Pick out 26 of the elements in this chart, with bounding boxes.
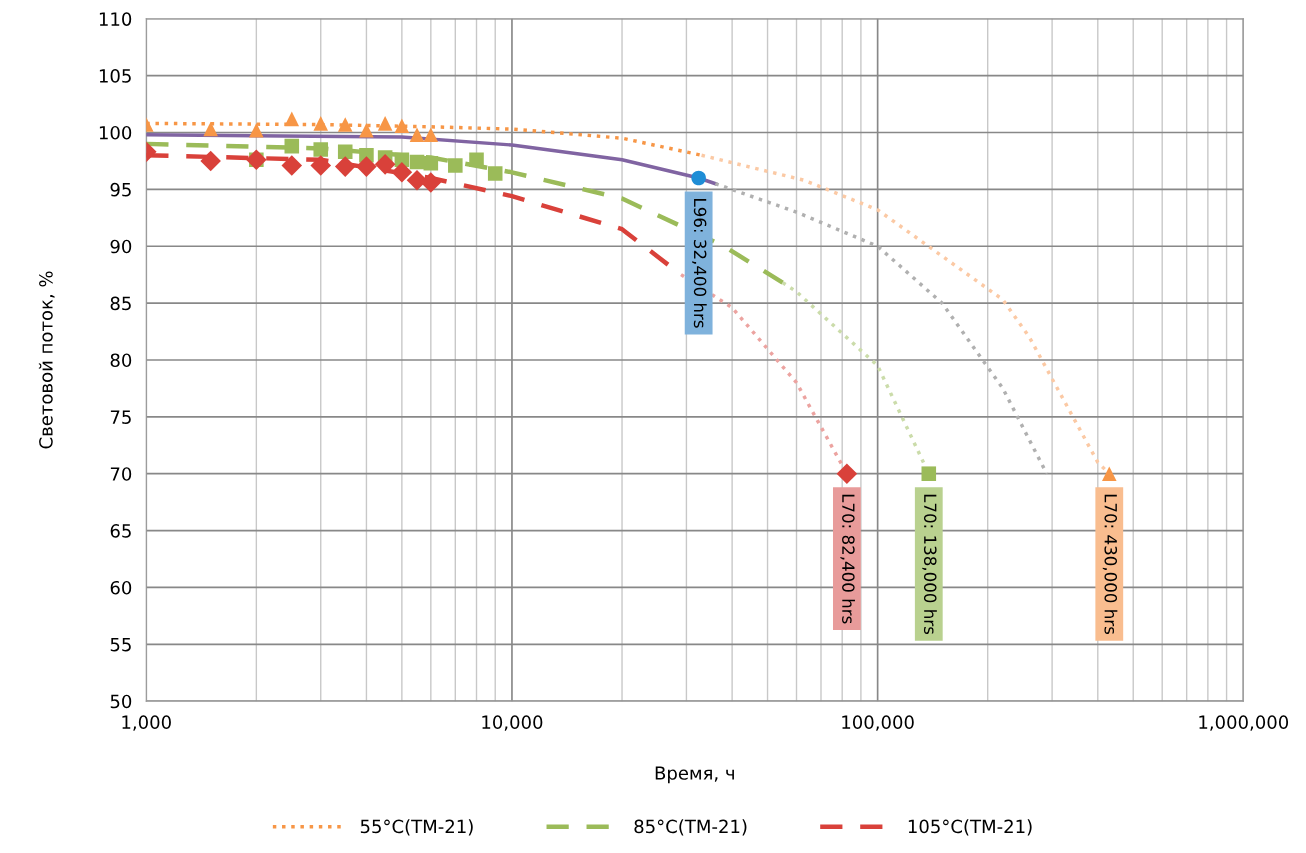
y-tick-label: 105 [99, 69, 131, 83]
y-tick-label: 70 [110, 467, 132, 481]
x-axis-title: Время, ч [655, 766, 734, 784]
legend-label: 105°C(TM-21) [908, 819, 1032, 836]
y-tick-label: 80 [110, 353, 132, 368]
y-tick-label: 90 [110, 239, 132, 254]
annotation: L70: 82,400 hrs [840, 494, 855, 624]
legend-label: 55°C(TM-21) [360, 819, 473, 836]
y-tick-label: 85 [110, 296, 131, 311]
x-tick-label: 1,000 [122, 715, 171, 731]
annotation: L70: 430,000 hrs [1102, 494, 1118, 635]
y-tick-label: 60 [110, 580, 132, 595]
y-tick-label: 65 [110, 524, 131, 538]
x-tick-label: 1,000,000 [1199, 715, 1289, 731]
y-tick-label: 50 [110, 694, 132, 709]
x-tick-label: 100,000 [842, 715, 914, 731]
y-tick-label: 95 [110, 182, 131, 197]
y-tick-label: 110 [99, 12, 132, 26]
y-axis-title: Световой поток, % [38, 271, 55, 449]
annotation: L96: 32,400 hrs [692, 199, 707, 328]
x-tick-label: 10,000 [482, 715, 543, 731]
y-tick-label: 55 [110, 638, 131, 652]
y-tick-label: 75 [110, 410, 131, 424]
annotation: L70: 138,000 hrs [922, 494, 937, 635]
legend-label: 85°C(TM-21) [634, 819, 747, 836]
y-tick-label: 100 [99, 125, 132, 140]
